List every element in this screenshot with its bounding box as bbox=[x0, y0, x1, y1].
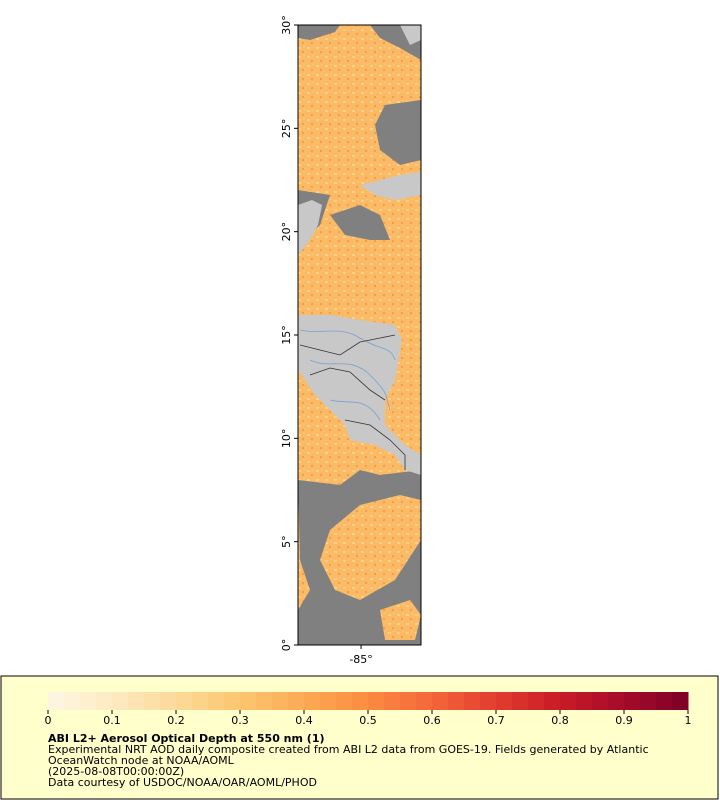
colorbar-segment bbox=[96, 692, 113, 710]
colorbar-segment bbox=[144, 692, 161, 710]
y-tick-label: 5° bbox=[280, 535, 293, 548]
colorbar-tick-label: 0.7 bbox=[487, 714, 505, 727]
colorbar-segment bbox=[608, 692, 625, 710]
colorbar-segment bbox=[336, 692, 353, 710]
colorbar-tick-label: 0.2 bbox=[167, 714, 185, 727]
colorbar-segment bbox=[192, 692, 209, 710]
colorbar-segment bbox=[416, 692, 433, 710]
colorbar-tick-label: 0 bbox=[45, 714, 52, 727]
colorbar-segment bbox=[640, 692, 657, 710]
colorbar-segment bbox=[448, 692, 465, 710]
colorbar-segment bbox=[48, 692, 65, 710]
colorbar-segment bbox=[672, 692, 689, 710]
colorbar-segment bbox=[496, 692, 513, 710]
colorbar-tick-label: 0.9 bbox=[615, 714, 633, 727]
colorbar-tick-label: 0.1 bbox=[103, 714, 121, 727]
colorbar-segment bbox=[208, 692, 225, 710]
colorbar-segment bbox=[128, 692, 145, 710]
colorbar-segment bbox=[384, 692, 401, 710]
colorbar-segment bbox=[368, 692, 385, 710]
colorbar-segment bbox=[272, 692, 289, 710]
colorbar-segment bbox=[560, 692, 577, 710]
legend-line: Data courtesy of USDOC/NOAA/OAR/AOML/PHO… bbox=[48, 776, 317, 789]
colorbar-segment bbox=[464, 692, 481, 710]
colorbar-tick-label: 0.5 bbox=[359, 714, 377, 727]
legend-line: Experimental NRT AOD daily composite cre… bbox=[48, 743, 649, 756]
colorbar-segment bbox=[544, 692, 561, 710]
colorbar-segment bbox=[64, 692, 81, 710]
colorbar-segment bbox=[112, 692, 129, 710]
colorbar-tick-label: 1 bbox=[685, 714, 692, 727]
colorbar-segment bbox=[176, 692, 193, 710]
colorbar-segment bbox=[256, 692, 273, 710]
y-tick-label: 10° bbox=[280, 429, 293, 449]
colorbar-segment bbox=[624, 692, 641, 710]
colorbar-segment bbox=[352, 692, 369, 710]
colorbar-segment bbox=[512, 692, 529, 710]
colorbar-tick-label: 0.6 bbox=[423, 714, 441, 727]
colorbar-segment bbox=[288, 692, 305, 710]
y-tick-label: 30° bbox=[280, 15, 293, 35]
legend-title: ABI L2+ Aerosol Optical Depth at 550 nm … bbox=[48, 732, 325, 745]
colorbar-segment bbox=[432, 692, 449, 710]
colorbar-segment bbox=[224, 692, 241, 710]
colorbar-segment bbox=[528, 692, 545, 710]
colorbar-tick-label: 0.4 bbox=[295, 714, 313, 727]
colorbar-segment bbox=[480, 692, 497, 710]
colorbar-tick-label: 0.8 bbox=[551, 714, 569, 727]
colorbar-segment bbox=[576, 692, 593, 710]
colorbar-segment bbox=[304, 692, 321, 710]
y-tick-label: 20° bbox=[280, 222, 293, 242]
colorbar-segment bbox=[656, 692, 673, 710]
y-tick-label: 15° bbox=[280, 325, 293, 345]
y-tick-label: 0° bbox=[280, 639, 293, 652]
colorbar-segment bbox=[80, 692, 97, 710]
colorbar-segment bbox=[592, 692, 609, 710]
y-tick-label: 25° bbox=[280, 119, 293, 139]
legend-line: (2025-08-08T00:00:00Z) bbox=[48, 765, 184, 778]
map-image bbox=[298, 25, 421, 645]
colorbar-segment bbox=[320, 692, 337, 710]
colorbar-segment bbox=[160, 692, 177, 710]
x-tick-label: -85° bbox=[349, 653, 372, 666]
colorbar-segment bbox=[240, 692, 257, 710]
colorbar-segment bbox=[400, 692, 417, 710]
legend-line: OceanWatch node at NOAA/AOML bbox=[48, 754, 235, 767]
colorbar-tick-label: 0.3 bbox=[231, 714, 249, 727]
